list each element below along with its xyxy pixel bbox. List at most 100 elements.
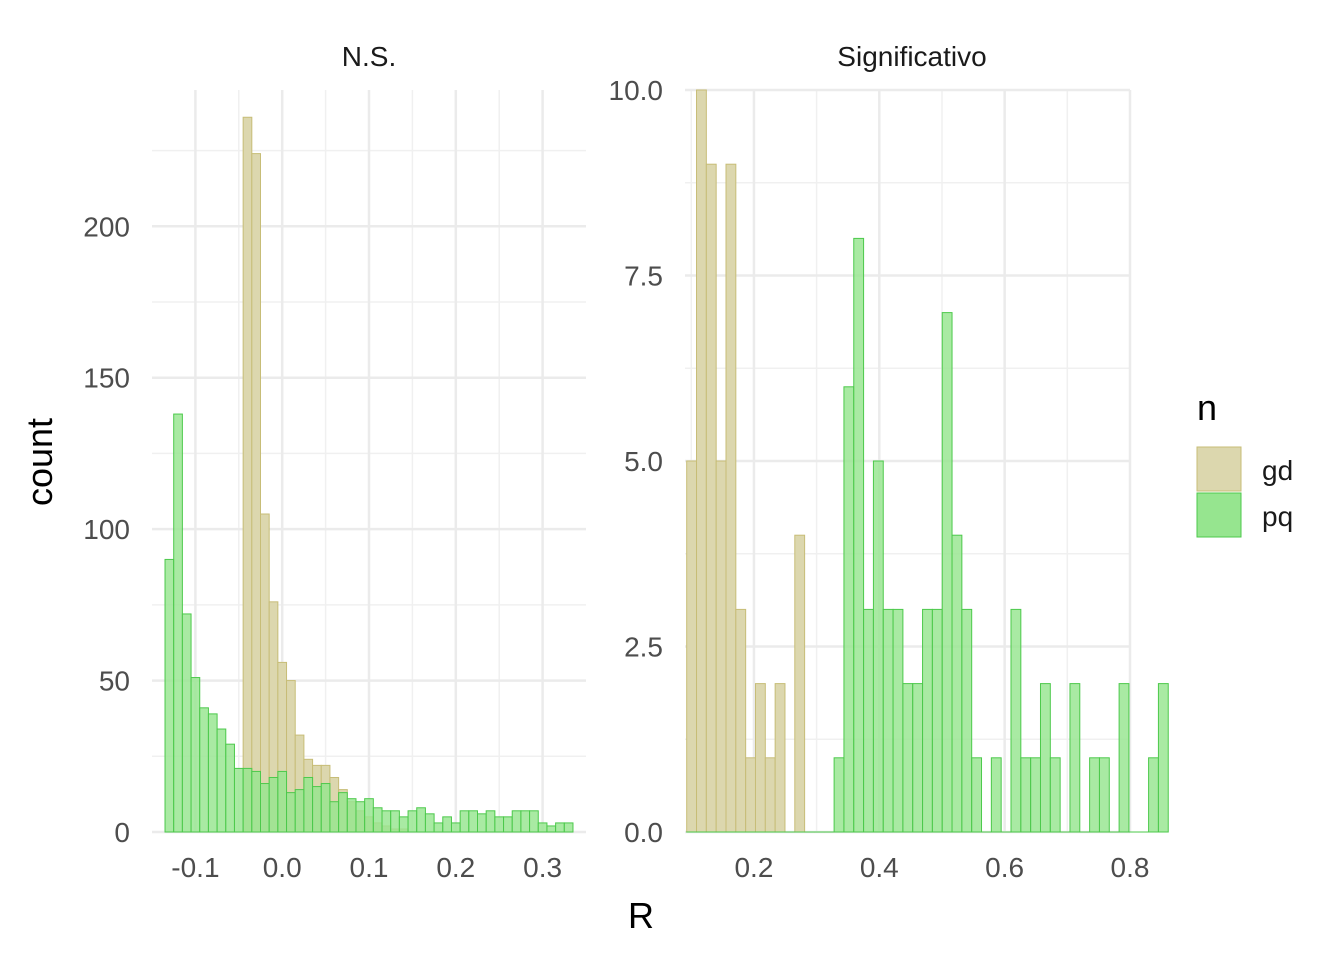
bar-pq (537, 822, 548, 833)
bar-pq (843, 386, 855, 833)
bar-gd (715, 460, 727, 833)
bar-pq (477, 813, 487, 833)
panel-ns: N.S. -0.1 0.0 0.1 0.2 0.3 0 50 100 150 200 (83, 41, 586, 883)
bar-gd (754, 683, 766, 833)
bar-pq (424, 813, 435, 833)
bar-pq (216, 728, 227, 833)
y-tick-label: 50 (99, 666, 130, 697)
series-pq (686, 237, 1169, 833)
bar-pq (961, 608, 973, 833)
bar-pq (173, 413, 183, 833)
bar-pq (1157, 683, 1169, 833)
bar-pq (990, 757, 1002, 833)
bar-gd (774, 683, 786, 833)
y-tick-label: 0.0 (624, 817, 663, 848)
bar-pq (912, 683, 924, 833)
bar-pq (450, 822, 461, 833)
bar-pq (164, 558, 175, 833)
bar-pq (398, 816, 409, 833)
y-tick-label: 100 (83, 514, 130, 545)
bar-pq (390, 810, 400, 833)
bar-pq (494, 816, 505, 833)
bar-pq (233, 767, 244, 833)
bar-pq (529, 810, 539, 833)
bar-gd (745, 757, 756, 833)
bar-pq (511, 810, 522, 833)
bar-pq (468, 810, 479, 833)
bar-pq (459, 810, 470, 833)
legend-label-gd: gd (1262, 455, 1293, 486)
bar-pq (294, 789, 305, 833)
y-tick-label: 7.5 (624, 261, 663, 292)
bar-pq (1069, 683, 1081, 833)
bar-pq (372, 807, 383, 833)
bar-gd (696, 89, 707, 833)
bar-pq (442, 816, 452, 833)
bar-pq (199, 707, 209, 833)
bar-pq (863, 608, 874, 833)
bar-pq (902, 683, 914, 833)
bar-pq (563, 822, 574, 833)
bar-pq (260, 783, 270, 833)
y-tick-label: 200 (83, 211, 130, 242)
bar-pq (312, 786, 322, 833)
bar-pq (892, 608, 904, 833)
facet-title-significativo: Significativo (837, 41, 986, 72)
bar-pq (407, 810, 418, 833)
bar-pq (338, 792, 348, 833)
bar-pq (364, 798, 374, 833)
bar-pq (1049, 757, 1061, 833)
bar-pq (520, 810, 531, 833)
legend-label-pq: pq (1262, 501, 1293, 532)
bar-pq (242, 767, 253, 833)
bar-pq (1098, 757, 1110, 833)
x-tick-label: 0.4 (860, 852, 899, 883)
bar-pq (853, 237, 865, 833)
bar-pq (1039, 683, 1051, 833)
y-axis-title: count (19, 418, 60, 506)
legend: n gd pq (1196, 387, 1293, 538)
legend-key-pq (1196, 492, 1242, 538)
bar-pq (286, 792, 296, 833)
x-tick-label: 0.1 (350, 852, 389, 883)
bar-pq (190, 677, 201, 833)
bar-pq (1010, 608, 1022, 833)
bar-pq (931, 608, 943, 833)
bar-pq (1030, 757, 1041, 833)
bar-pq (555, 822, 565, 833)
bar-gd (251, 153, 262, 833)
panel-significativo: Significativo 0.2 0.4 0.6 0.8 0.0 2.5 5.0 7.5 10… (609, 41, 1169, 883)
legend-key-gd (1196, 446, 1242, 492)
bar-pq (277, 770, 288, 833)
bar-pq (303, 776, 314, 833)
bar-gd (735, 608, 747, 833)
bar-pq (1148, 757, 1159, 833)
bar-pq (971, 757, 983, 833)
x-axis-title: R (628, 895, 654, 936)
bar-gd (686, 460, 698, 833)
bar-pq (1020, 757, 1032, 833)
bar-pq (872, 460, 884, 833)
x-tick-label: 0.2 (436, 852, 475, 883)
bar-pq (207, 713, 218, 833)
y-tick-label: 0 (114, 817, 130, 848)
x-tick-label: 0.3 (523, 852, 562, 883)
bar-pq (320, 783, 331, 833)
bar-pq (225, 743, 235, 833)
y-tick-label: 5.0 (624, 446, 663, 477)
bar-pq (329, 801, 340, 833)
bar-gd (764, 757, 776, 833)
bar-pq (951, 534, 963, 833)
bar-pq (181, 613, 192, 833)
series-pq (164, 413, 574, 833)
bar-pq (268, 776, 279, 833)
bar-pq (251, 770, 262, 833)
x-tick-label: 0.0 (263, 852, 302, 883)
bar-pq (503, 816, 513, 833)
bar-pq (433, 822, 444, 833)
bar-gd (242, 116, 253, 833)
y-tick-label: 10.0 (609, 75, 664, 106)
y-tick-label: 150 (83, 363, 130, 394)
y-tick-label: 2.5 (624, 632, 663, 663)
